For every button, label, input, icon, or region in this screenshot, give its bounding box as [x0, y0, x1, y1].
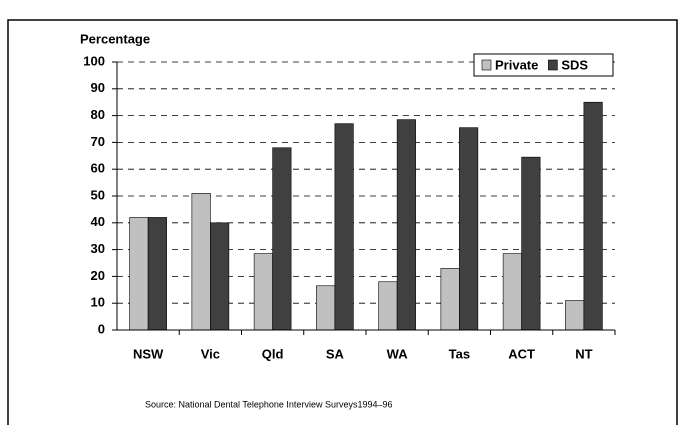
bar — [378, 281, 398, 331]
y-tick-label: 100 — [83, 53, 105, 68]
y-tick-label: 60 — [91, 161, 105, 176]
legend-label: Private — [495, 57, 538, 72]
x-tick-label: Vic — [201, 346, 220, 361]
legend-label: SDS — [561, 57, 588, 72]
bar — [272, 147, 292, 331]
y-tick-label: 40 — [91, 214, 105, 229]
bar — [565, 300, 585, 331]
x-tick-label: NT — [575, 346, 592, 361]
x-tick-label: ACT — [508, 346, 535, 361]
y-tick-label: 20 — [91, 268, 105, 283]
x-tick-label: Qld — [262, 346, 284, 361]
y-tick-label: 10 — [91, 295, 105, 310]
legend-box — [473, 53, 614, 77]
frame — [7, 19, 678, 425]
y-tick-label: 80 — [91, 107, 105, 122]
bar — [316, 285, 336, 331]
x-tick-label: Tas — [449, 346, 470, 361]
bar — [191, 193, 211, 331]
y-tick-label: 30 — [91, 241, 105, 256]
bar — [253, 253, 273, 331]
bar — [334, 123, 354, 331]
x-tick-label: WA — [387, 346, 409, 361]
legend-swatch — [481, 59, 492, 71]
y-tick-label: 70 — [91, 134, 105, 149]
bar — [459, 127, 479, 331]
bar — [396, 119, 416, 331]
bar — [521, 156, 541, 331]
legend-swatch — [548, 59, 558, 71]
y-tick-label: 0 — [98, 321, 105, 336]
y-axis-label: Percentage — [80, 31, 150, 46]
bar — [129, 217, 149, 331]
x-tick-label: NSW — [133, 346, 164, 361]
y-tick-label: 50 — [91, 187, 105, 202]
bar — [440, 268, 460, 331]
source-note: Source: National Dental Telephone Interv… — [145, 399, 393, 409]
bar — [210, 222, 230, 331]
y-tick-label: 90 — [91, 80, 105, 95]
x-tick-label: SA — [326, 346, 345, 361]
bar — [147, 217, 167, 331]
bar — [502, 253, 522, 331]
bar — [583, 101, 603, 331]
